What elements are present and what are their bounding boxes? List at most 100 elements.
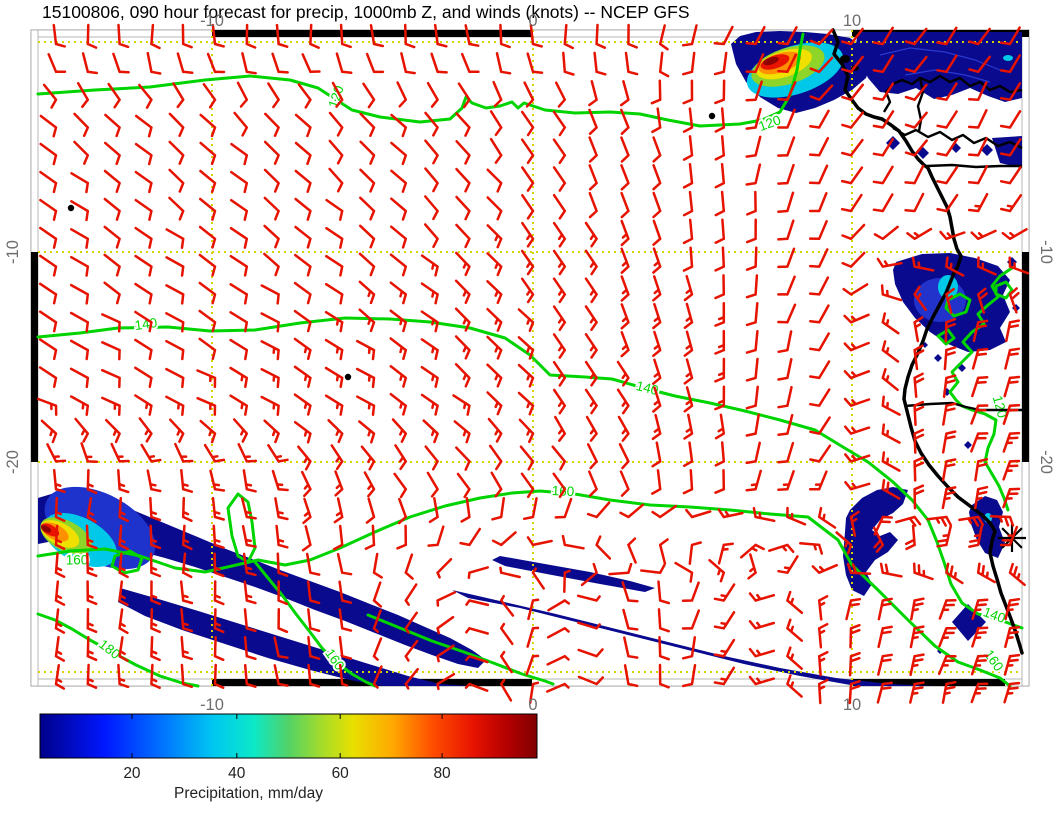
- wind-barb: [651, 504, 678, 519]
- wind-barb: [974, 485, 989, 510]
- wind-barb: [682, 162, 694, 189]
- wind-barb: [958, 515, 985, 527]
- wind-barb: [454, 279, 471, 304]
- wind-barb: [358, 224, 376, 249]
- wind-barb: [213, 580, 225, 606]
- wind-barb: [243, 663, 257, 688]
- wind-barb: [302, 497, 312, 525]
- wind-barb: [242, 469, 257, 493]
- wind-barb: [841, 27, 864, 46]
- wind-barb: [714, 246, 726, 272]
- wind-barb: [74, 417, 90, 443]
- wind-barb: [714, 274, 726, 300]
- wind-barb: [817, 506, 837, 529]
- wind-barb: [877, 653, 893, 676]
- wind-barb: [70, 255, 90, 277]
- wind-barb: [430, 52, 448, 74]
- wind-barb: [777, 81, 797, 101]
- wind-barb: [945, 287, 955, 315]
- wind-barb: [389, 337, 408, 361]
- wind-barb: [786, 506, 807, 526]
- wind-barb: [294, 197, 312, 221]
- wind-barb: [199, 141, 217, 166]
- wind-barb: [149, 552, 162, 578]
- wind-barb: [165, 312, 185, 333]
- wind-barb: [517, 391, 535, 416]
- wind-barb: [619, 470, 630, 497]
- wind-barb: [877, 625, 893, 649]
- wind-barb: [499, 678, 513, 702]
- wind-barb: [777, 358, 793, 381]
- wind-barb: [941, 430, 957, 454]
- precip-colorbar: 20 40 60 80 Precipitation, mm/day: [39, 713, 538, 802]
- wind-barb: [39, 254, 58, 277]
- wind-barb: [714, 79, 726, 105]
- wind-barb: [464, 654, 489, 664]
- wind-barb: [69, 367, 90, 389]
- wind-barb: [39, 170, 58, 194]
- wind-barb: [54, 552, 66, 578]
- wind-barb: [652, 302, 662, 330]
- wind-barb: [196, 369, 217, 389]
- wind-barb: [967, 164, 989, 185]
- wind-barb: [134, 142, 153, 166]
- wind-barb: [976, 256, 997, 276]
- wind-barb: [936, 82, 958, 101]
- wind-barb: [971, 347, 989, 370]
- wind-barb: [714, 441, 726, 467]
- wind-barb: [849, 623, 861, 649]
- wind-barb: [86, 580, 98, 606]
- wind-barb: [943, 346, 957, 371]
- wind-barb: [714, 190, 726, 217]
- wind-barb: [404, 583, 418, 606]
- wind-barb: [682, 246, 694, 272]
- wind-barb: [209, 469, 226, 492]
- wind-barb: [552, 166, 567, 192]
- wind-barb: [651, 469, 662, 495]
- wind-barb: [527, 598, 540, 621]
- wind-barb: [999, 54, 1021, 74]
- wind-barb: [849, 510, 860, 537]
- wind-barb: [588, 164, 598, 191]
- contour-label-120: 120: [757, 112, 783, 134]
- colorbar-tick-label: 60: [332, 765, 350, 782]
- wind-barb: [101, 396, 121, 416]
- wind-barb: [843, 425, 871, 435]
- wind-barb: [275, 23, 289, 48]
- wind-barb: [682, 51, 696, 76]
- wind-barb: [620, 303, 630, 330]
- wind-barb: [307, 663, 321, 688]
- wind-barb: [107, 82, 121, 109]
- wind-barb: [460, 52, 480, 74]
- wind-barb: [777, 385, 793, 409]
- wind-barb: [455, 446, 471, 471]
- wind-barb: [745, 135, 762, 158]
- wind-barb: [103, 281, 121, 305]
- chart-title: 15100806, 090 hour forecast for precip, …: [42, 2, 690, 22]
- wind-barb: [682, 79, 694, 105]
- wind-barb: [275, 524, 289, 549]
- wind-barb: [495, 52, 512, 75]
- island-dot: [344, 373, 352, 381]
- wind-barb: [297, 445, 312, 471]
- wind-barb: [904, 83, 928, 101]
- wind-barb: [307, 608, 321, 633]
- colorbar-gradient: [39, 713, 538, 759]
- wind-barb: [658, 24, 669, 51]
- wind-barb: [624, 51, 639, 76]
- wind-barb: [241, 52, 257, 75]
- wind-barb: [103, 197, 121, 221]
- wind-barb: [294, 113, 312, 138]
- wind-barb: [168, 418, 185, 443]
- wind-barb: [1002, 459, 1021, 481]
- lon-tick-bottom: 0: [528, 696, 537, 714]
- wind-barb: [714, 357, 726, 383]
- wind-barb: [276, 552, 289, 577]
- wind-barb: [681, 609, 701, 630]
- wind-barb: [619, 80, 630, 107]
- wind-barb: [580, 562, 598, 587]
- wind-barb: [293, 337, 312, 361]
- wind-barb: [748, 647, 776, 658]
- wind-barb: [912, 562, 934, 581]
- wind-barb: [229, 198, 249, 221]
